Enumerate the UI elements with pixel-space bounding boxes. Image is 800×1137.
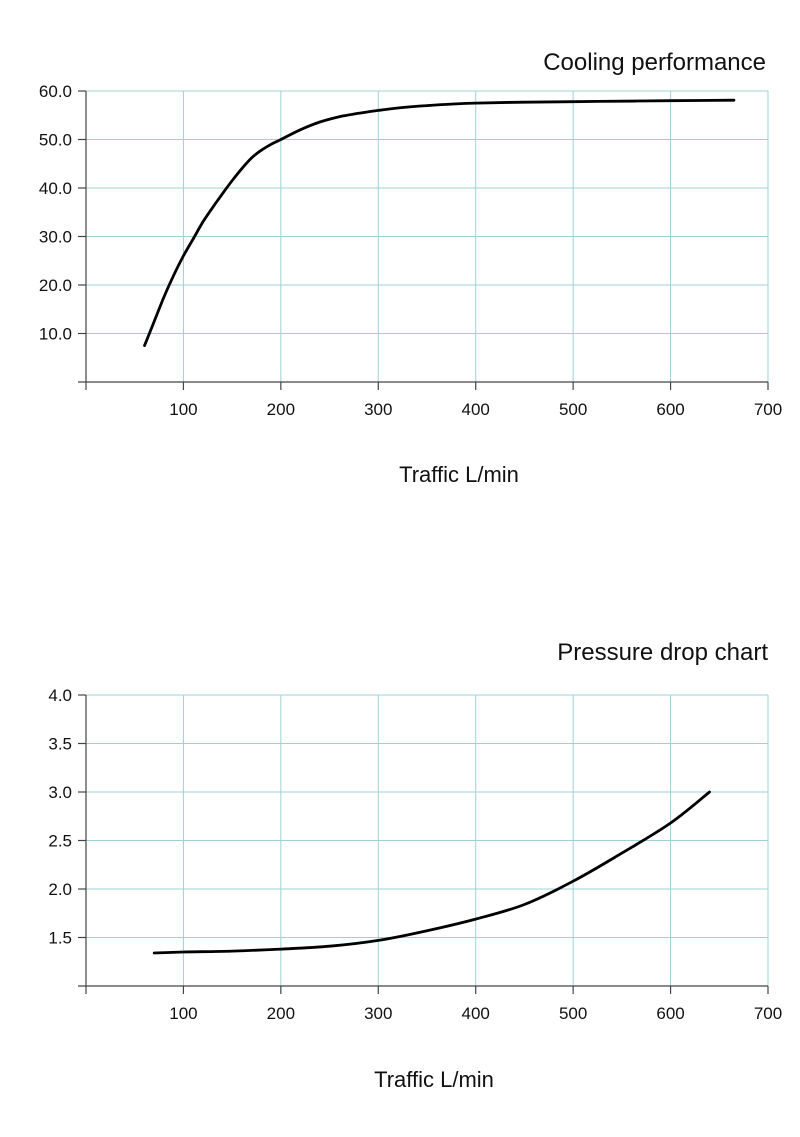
y-tick-label: 60.0 [39,82,72,101]
series-line [143,98,736,347]
cooling-performance-chart: Cooling performance 100 200 300 400 500 600 70… [39,49,782,487]
x-tick-label: 700 [754,1004,782,1023]
y-tick-label: 4.0 [48,686,72,705]
y-tick-label: 10.0 [39,325,72,344]
y-tick-label: 3.5 [48,735,72,754]
axes [78,694,769,994]
axes [78,90,769,390]
series-line [152,790,711,955]
chart-title: Cooling performance [543,49,766,76]
x-tick-label: 500 [559,400,587,419]
x-tick-label: 400 [462,400,490,419]
x-tick-label: 300 [364,1004,392,1023]
tick-labels: 100 200 300 400 500 600 700 10.0 20.0 30.0 40.0 50.… [39,82,782,419]
y-tick-label: 50.0 [39,131,72,150]
x-tick-label: 100 [169,400,197,419]
x-tick-label: 300 [364,400,392,419]
y-tick-label: 20.0 [39,276,72,295]
x-tick-label: 400 [462,1004,490,1023]
x-tick-label: 200 [267,1004,295,1023]
grid [86,90,769,382]
x-tick-label: 200 [267,400,295,419]
x-tick-label: 500 [559,1004,587,1023]
x-tick-label: 600 [656,1004,684,1023]
y-tick-label: 40.0 [39,179,72,198]
x-axis-label: Traffic L/min [374,1067,494,1092]
y-tick-label: 2.5 [48,832,72,851]
x-tick-label: 700 [754,400,782,419]
y-tick-label: 30.0 [39,228,72,247]
y-tick-label: 1.5 [48,929,72,948]
x-tick-label: 100 [169,1004,197,1023]
y-tick-label: 3.0 [48,783,72,802]
x-tick-label: 600 [656,400,684,419]
x-axis-label: Traffic L/min [399,462,519,487]
y-tick-label: 2.0 [48,880,72,899]
chart-title: Pressure drop chart [557,639,768,666]
grid [86,694,769,986]
pressure-drop-chart: Pressure drop chart 100 200 300 400 500 600 70… [48,639,782,1092]
tick-labels: 100 200 300 400 500 600 700 1.5 2.0 2.5 3.0 3.5 4.0 [48,686,782,1023]
